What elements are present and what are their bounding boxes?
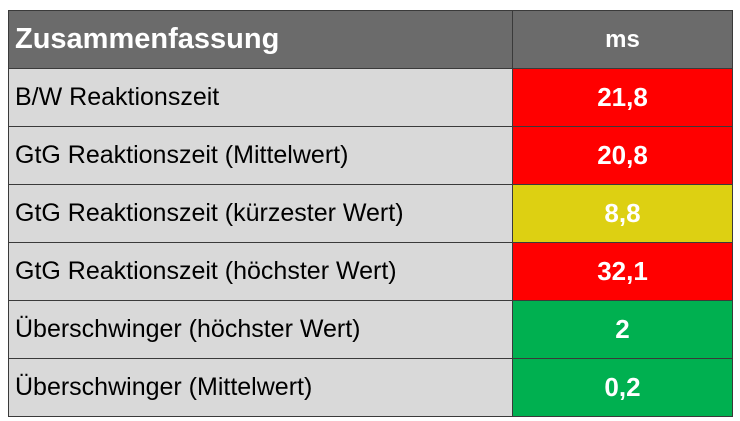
row-label: GtG Reaktionszeit (Mittelwert) <box>8 126 513 185</box>
row-label: GtG Reaktionszeit (kürzester Wert) <box>8 184 513 243</box>
row-value: 32,1 <box>512 242 733 301</box>
row-value: 21,8 <box>512 68 733 127</box>
table-row: B/W Reaktionszeit 21,8 <box>8 68 733 127</box>
header-row: Zusammenfassung ms <box>8 10 733 69</box>
table-row: GtG Reaktionszeit (kürzester Wert) 8,8 <box>8 184 733 243</box>
table-row: GtG Reaktionszeit (höchster Wert) 32,1 <box>8 242 733 301</box>
row-value: 2 <box>512 300 733 359</box>
row-value: 0,2 <box>512 358 733 417</box>
row-label: B/W Reaktionszeit <box>8 68 513 127</box>
row-label: GtG Reaktionszeit (höchster Wert) <box>8 242 513 301</box>
table-row: Überschwinger (höchster Wert) 2 <box>8 300 733 359</box>
table-row: GtG Reaktionszeit (Mittelwert) 20,8 <box>8 126 733 185</box>
row-label: Überschwinger (höchster Wert) <box>8 300 513 359</box>
table-body: B/W Reaktionszeit 21,8 GtG Reaktionszeit (… <box>8 68 733 417</box>
header-cell: ms <box>512 10 733 69</box>
row-value: 8,8 <box>512 184 733 243</box>
row-value: 20,8 <box>512 126 733 185</box>
header-cell: Zusammenfassung <box>8 10 513 69</box>
row-label: Überschwinger (Mittelwert) <box>8 358 513 417</box>
table-row: Überschwinger (Mittelwert) 0,2 <box>8 358 733 417</box>
summary-table: Zusammenfassung ms B/W Reaktionszeit 21,8… <box>8 10 733 417</box>
